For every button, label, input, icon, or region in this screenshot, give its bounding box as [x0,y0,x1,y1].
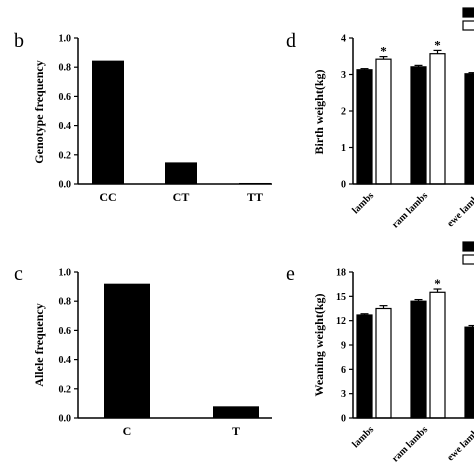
y-tick-label: 6 [341,365,346,376]
bar-lambs-series-2 [375,58,392,185]
x-tick-label: CC [99,190,116,204]
y-tick-label: 0.0 [59,414,72,425]
bars [104,283,259,418]
y-tick-label: 0.2 [59,384,72,395]
y-tick-label: 0.2 [59,150,72,161]
legend-swatch-series-1 [462,7,474,18]
y-tick-label: 2 [341,107,346,118]
y-tick-label: 0.6 [59,326,72,337]
x-tick-label: ram lambs [390,190,430,230]
x-tick-label: T [232,424,240,438]
legend [462,241,474,265]
y-tick-label: 15 [336,292,346,303]
x-tick-label: lambs [350,424,376,450]
y-tick-label: 0.4 [59,355,72,366]
axes: CC CT TT 0.0 0.2 0.4 0.6 0.8 1.0 [59,34,272,204]
significance-marker: * [434,276,441,291]
bar-ram-lambs-series-2 [429,291,446,419]
bar-ct [165,162,197,184]
panel-genotype-frequency: b Genotype frequency CC CT TT 0.0 0.2 0.4 0.6 0… [14,30,272,204]
legend-swatch-series-1 [462,241,474,252]
panel-letter-c: c [14,263,23,285]
y-tick-label: 1.0 [59,34,72,45]
bars [92,60,271,184]
x-tick-label: C [123,424,132,438]
x-tick-label: ewe lambs [445,190,474,229]
y-tick-label: 4 [341,34,346,45]
y-tick-label: 3 [341,389,346,400]
significance-marker: * [380,44,387,59]
x-tick-label: TT [247,190,263,204]
panel-allele-frequency: c Allele frequency C T 0.0 0.2 0.4 0.6 0.8 1.0 [14,263,272,438]
panel-letter-d: d [286,30,296,52]
y-tick-label: 0.6 [59,92,72,103]
y-tick-label: 18 [336,268,346,279]
bar-cc [92,60,124,184]
y-tick-label: 0.8 [59,63,72,74]
legend [462,7,474,31]
y-axis-title: Allele frequency [32,303,46,386]
bar-ram-lambs-series-1 [410,66,427,185]
bar-lambs-series-2 [375,307,392,419]
y-axis-title: Genotype frequency [32,60,46,163]
legend-swatch-series-2 [462,20,474,31]
x-tick-label: lambs [350,190,376,216]
bar-ram-lambs-series-2 [429,53,446,185]
x-tick-label: CT [173,190,190,204]
y-tick-label: 1.0 [59,268,72,279]
bar-t [213,406,259,418]
x-tick-label: ram lambs [390,424,430,464]
panel-birth-weight: d Birth weight(kg) * * lambs ram lambs ewe … [286,7,474,231]
bars: * * [356,37,474,185]
panel-letter-e: e [286,263,295,285]
y-tick-label: 0.4 [59,121,72,132]
panel-letter-b: b [14,30,24,52]
bar-ewe-lambs-series-1 [464,326,474,419]
bar-ram-lambs-series-1 [410,300,427,419]
axes: C T 0.0 0.2 0.4 0.6 0.8 1.0 [59,268,272,438]
y-tick-label: 0 [341,180,346,191]
bar-c [104,283,150,418]
y-tick-label: 9 [341,341,346,352]
y-axis-title: Weaning weight(kg) [312,293,326,396]
y-tick-label: 12 [336,316,346,327]
bar-lambs-series-1 [356,69,373,185]
y-axis-title: Birth weight(kg) [312,70,326,155]
y-tick-label: 1 [341,143,346,154]
bar-ewe-lambs-series-1 [464,73,474,185]
y-tick-label: 0.8 [59,297,72,308]
significance-marker: * [434,37,441,52]
y-tick-label: 0 [341,414,346,425]
panel-weaning-weight: e Weaning weight(kg) * lambs ram lambs ewe… [286,241,474,465]
y-tick-label: 0.0 [59,180,72,191]
x-tick-label: ewe lambs [445,424,474,463]
bars: * [356,276,474,419]
y-tick-label: 3 [341,70,346,81]
bar-lambs-series-1 [356,314,373,419]
legend-swatch-series-2 [462,254,474,265]
